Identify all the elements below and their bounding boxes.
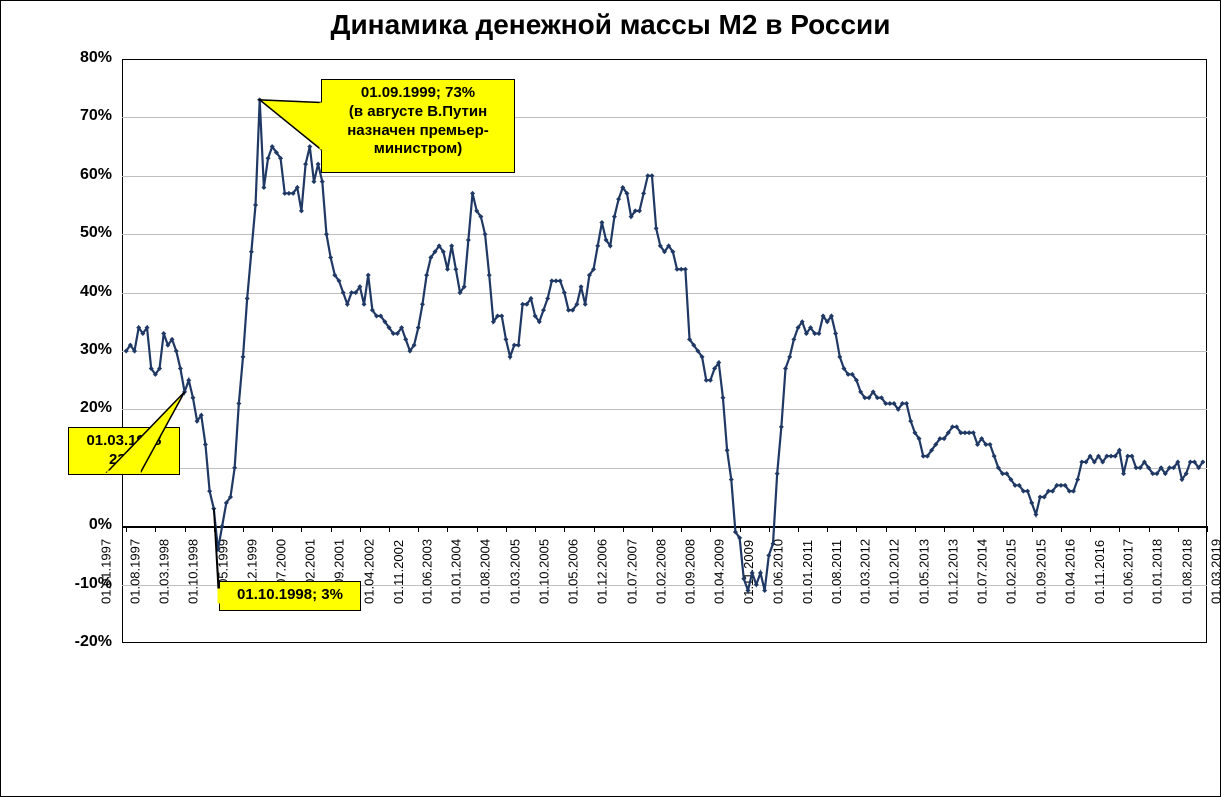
series-marker: [257, 97, 262, 102]
callout-line: (в августе В.Путин: [349, 103, 487, 120]
series-marker: [583, 302, 588, 307]
series-marker: [299, 208, 304, 213]
series-marker: [579, 284, 584, 289]
series-marker: [215, 547, 220, 552]
series-marker: [449, 243, 454, 248]
callout-line: 01.03.1998: [86, 432, 161, 449]
series-marker: [362, 302, 367, 307]
callout: 01.10.1998; 3%: [219, 581, 361, 611]
callout: 01.09.1999; 73% (в августе В.Путин назначе…: [321, 79, 515, 173]
callout-line: назначен премьер-: [347, 122, 489, 139]
series-marker: [232, 465, 237, 470]
series-marker: [503, 337, 508, 342]
series-marker: [316, 162, 321, 167]
callout-line: 01.10.1998; 3%: [237, 586, 343, 603]
series-marker: [311, 179, 316, 184]
series-marker: [261, 185, 266, 190]
series-marker: [612, 214, 617, 219]
series-marker: [190, 395, 195, 400]
series-marker: [654, 226, 659, 231]
chart-container: Динамика денежной массы М2 в России -20%…: [0, 0, 1221, 797]
series-marker: [220, 524, 225, 529]
series-marker: [245, 296, 250, 301]
callout-line: 01.09.1999; 73%: [361, 84, 475, 101]
series-marker: [595, 243, 600, 248]
series-marker: [904, 401, 909, 406]
series-marker: [178, 366, 183, 371]
callout-line: 23%: [109, 451, 139, 468]
series-marker: [683, 267, 688, 272]
series-marker: [641, 191, 646, 196]
series-marker: [445, 267, 450, 272]
series-marker: [366, 273, 371, 278]
series-marker: [236, 401, 241, 406]
series-marker: [487, 273, 492, 278]
series-marker: [720, 395, 725, 400]
series-marker: [833, 331, 838, 336]
series-marker: [307, 144, 312, 149]
series-marker: [203, 442, 208, 447]
series-marker: [253, 203, 258, 208]
series-marker: [516, 343, 521, 348]
series-marker: [320, 179, 325, 184]
series-marker: [241, 354, 246, 359]
series-line: [126, 100, 1203, 591]
series-marker: [207, 489, 212, 494]
series-marker: [816, 331, 821, 336]
series-marker: [470, 191, 475, 196]
series-marker: [725, 448, 730, 453]
series-marker: [328, 255, 333, 260]
series-marker: [729, 477, 734, 482]
series-marker: [1121, 471, 1126, 476]
callout-line: министром): [374, 140, 463, 157]
series-marker: [637, 208, 642, 213]
series-marker: [303, 162, 308, 167]
series-marker: [249, 249, 254, 254]
series-marker: [416, 325, 421, 330]
series-marker: [324, 232, 329, 237]
series-svg: [1, 1, 1221, 797]
series-marker: [775, 471, 780, 476]
series-marker: [424, 273, 429, 278]
callout: 01.03.1998 23%: [68, 427, 180, 475]
series-marker: [779, 424, 784, 429]
series-marker: [499, 313, 504, 318]
series-marker: [483, 232, 488, 237]
series-marker: [649, 173, 654, 178]
series-marker: [453, 267, 458, 272]
series-marker: [466, 238, 471, 243]
series-marker: [420, 302, 425, 307]
series-marker: [762, 588, 767, 593]
series-marker: [211, 506, 216, 511]
series-marker: [599, 220, 604, 225]
